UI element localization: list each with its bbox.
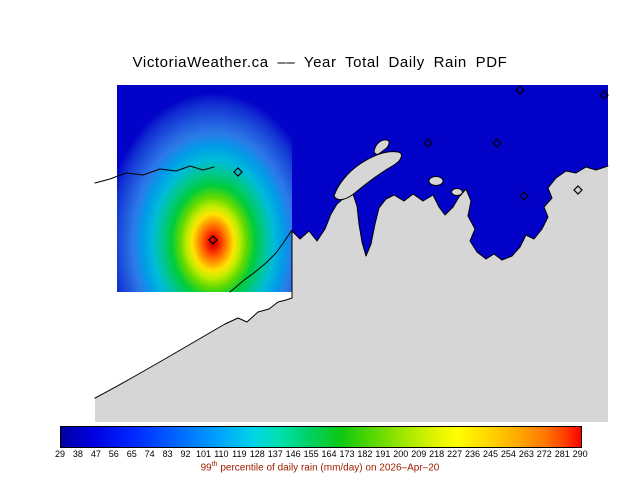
colorbar-ticks: 29 38 47 56 65 74 83 92 101 110 119 128 137 146 155 164… bbox=[51, 449, 589, 460]
colorbar-tick: 56 bbox=[108, 449, 119, 459]
caption-text: percentile of daily rain (mm/day) on 202… bbox=[217, 462, 440, 474]
colorbar-tick: 272 bbox=[536, 449, 552, 459]
colorbar-tick: 209 bbox=[411, 449, 427, 459]
colorbar-tick: 164 bbox=[321, 449, 337, 459]
sea-area bbox=[292, 85, 608, 310]
colorbar-tick: 137 bbox=[267, 449, 283, 459]
colorbar-tick: 29 bbox=[54, 449, 65, 459]
colorbar-tick: 110 bbox=[214, 449, 229, 459]
colorbar-tick: 281 bbox=[554, 449, 570, 459]
colorbar-tick: 191 bbox=[375, 449, 391, 459]
colorbar-tick: 38 bbox=[72, 449, 83, 459]
colorbar-tick: 245 bbox=[482, 449, 498, 459]
colorbar-tick: 83 bbox=[162, 449, 173, 459]
page-title: VictoriaWeather.ca –– Year Total Daily R… bbox=[132, 54, 508, 71]
colorbar-tick: 182 bbox=[357, 449, 373, 459]
colorbar-tick: 92 bbox=[180, 449, 191, 459]
colorbar-tick: 146 bbox=[285, 449, 301, 459]
caption-percentile-sup: th bbox=[211, 461, 218, 468]
colorbar-tick: 47 bbox=[90, 449, 101, 459]
colorbar-tick: 155 bbox=[303, 449, 319, 459]
colorbar-tick: 101 bbox=[195, 449, 211, 459]
colorbar-tick: 119 bbox=[232, 449, 247, 459]
colorbar-tick: 263 bbox=[518, 449, 534, 459]
colorbar-tick: 128 bbox=[249, 449, 265, 459]
colorbar-tick: 236 bbox=[465, 449, 481, 459]
rain-pdf-field bbox=[117, 85, 292, 292]
colorbar-tick: 254 bbox=[500, 449, 516, 459]
colorbar-tick: 227 bbox=[447, 449, 463, 459]
caption-percentile-value: 99 bbox=[200, 462, 212, 474]
colorbar-tick: 218 bbox=[429, 449, 445, 459]
colorbar-tick: 173 bbox=[339, 449, 355, 459]
colorbar-tick: 290 bbox=[572, 449, 588, 459]
caption: 99th percentile of daily rain (mm/day) o… bbox=[0, 461, 640, 473]
colorbar-tick: 65 bbox=[126, 449, 137, 459]
colorbar-tick: 200 bbox=[393, 449, 409, 459]
colorbar-tick: 74 bbox=[144, 449, 155, 459]
colorbar bbox=[60, 426, 582, 448]
